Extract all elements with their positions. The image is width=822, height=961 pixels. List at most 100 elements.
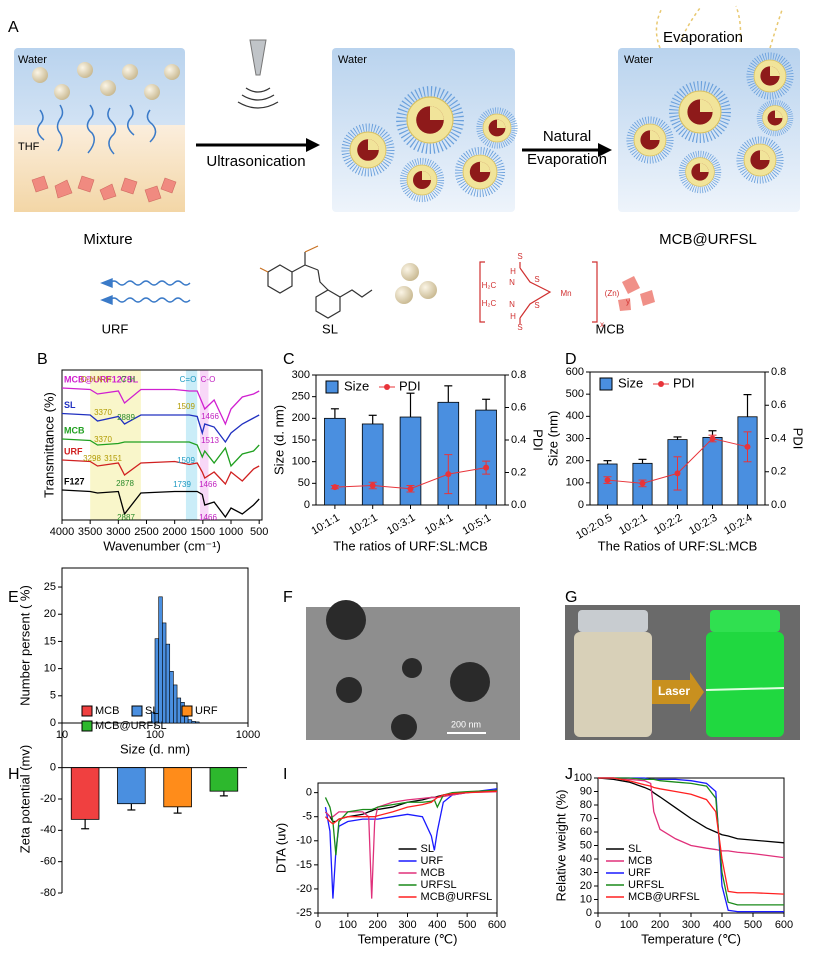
x-axis-label: Temperature (℃) (641, 931, 741, 946)
y2-tick-label: 0.0 (771, 499, 786, 511)
series-label: F127 (64, 476, 85, 486)
legend-label: URF (421, 855, 444, 867)
ultrasonication-label: Ultrasonication (206, 153, 305, 170)
histogram-bar (169, 671, 174, 724)
nanoparticles (326, 600, 490, 740)
x-tick-label: 100 (146, 729, 164, 741)
bar (163, 767, 192, 808)
series-line (61, 412, 260, 444)
series-line (324, 789, 498, 856)
evaporation-top-label: Evaporation (663, 29, 743, 46)
y-tick-label: -15 (296, 859, 312, 871)
structure-label: S (534, 301, 539, 310)
sl-structure (259, 245, 373, 319)
y2-tick-label: 0.2 (771, 466, 786, 478)
pdi-point (639, 480, 646, 487)
water-label: Water (338, 54, 367, 66)
spheres (32, 62, 180, 100)
histogram-bar (158, 596, 163, 724)
y2-tick-label: 0.6 (771, 399, 786, 411)
y-tick-label: 50 (580, 839, 592, 851)
peak-label: 1739 (173, 480, 191, 489)
x-tick-label: 1000 (236, 729, 260, 741)
peak-label: 1509 (177, 402, 195, 411)
histogram-bar (187, 719, 193, 724)
y-tick-label: -40 (40, 824, 56, 836)
laser-beam (705, 687, 785, 691)
x-tick-label: 200 (368, 919, 386, 931)
x-tick-label: 0 (315, 919, 321, 931)
bar (324, 417, 346, 506)
y2-axis-label: PDI (531, 429, 546, 451)
structure-label: x (600, 320, 604, 329)
arrow (196, 138, 320, 152)
structure-label: H₂C (482, 281, 497, 290)
x-tick-label: 10:2:4 (722, 512, 754, 538)
structure-label: (Zn) (605, 289, 620, 298)
structure-label: S (517, 323, 522, 332)
y-tick-label: 90 (580, 785, 592, 797)
urf-chains (37, 104, 157, 155)
sl-spheres (395, 263, 437, 304)
mixture-label: Mixture (83, 231, 132, 248)
y-tick-label: -5 (302, 811, 312, 823)
pdi-point (674, 470, 681, 477)
y-tick-label: 10 (580, 893, 592, 905)
y-tick-label: 300 (292, 369, 310, 381)
structure-label: Mn (560, 289, 571, 298)
histogram-bar (195, 721, 200, 724)
legend-label: URFSL (421, 879, 457, 891)
histogram-bar (173, 684, 178, 724)
x-tick-label: 10:2:1 (347, 512, 379, 538)
x-tick-label: 10:2:2 (652, 512, 684, 538)
arrow (522, 143, 612, 157)
y2-tick-label: 0.2 (511, 466, 526, 478)
panel-label: H (8, 766, 20, 783)
panel-label: F (283, 589, 293, 606)
vial-glow (706, 632, 784, 737)
histogram-bar (165, 643, 171, 724)
panel-label: C (283, 351, 295, 368)
series-line (324, 790, 498, 825)
peak-label: 3298 (83, 454, 101, 463)
pdi-point (369, 482, 376, 489)
series-label: URF (64, 446, 83, 456)
structure-label: N (509, 278, 515, 287)
y-tick-label: 200 (292, 412, 310, 424)
laser-arrow (652, 672, 704, 712)
x-tick-label: 200 (651, 919, 669, 931)
x-tick-label: 100 (620, 919, 638, 931)
structure-label: S (517, 252, 522, 261)
series-line (324, 791, 498, 899)
y2-tick-label: 0.8 (511, 369, 526, 381)
pdi-point (483, 464, 490, 471)
x-tick-label: 500 (458, 919, 476, 931)
vial-cap (710, 610, 780, 632)
peak-label: 1466 (201, 412, 219, 421)
x-tick-label: 10:2:1 (617, 512, 649, 538)
mcb-crystals-icon (618, 276, 655, 311)
peak-label: C-H (121, 375, 135, 384)
series-label: MCB (64, 425, 85, 435)
peak-label: C-O (201, 375, 216, 384)
series-label: SL (64, 400, 76, 410)
y-tick-label: 200 (566, 455, 584, 467)
histogram-bar (184, 716, 189, 724)
laser-label: Laser (658, 684, 690, 698)
pdi-point (744, 443, 751, 450)
legend-label: MCB@URFSL (628, 891, 700, 903)
bar (361, 423, 384, 506)
y2-axis-label: PDI (791, 428, 806, 450)
component-label: URF (102, 321, 129, 336)
structure-label: N (509, 300, 515, 309)
pdi-point (331, 484, 338, 491)
peak-label: 1466 (199, 513, 217, 522)
histogram-bar (162, 622, 167, 724)
x-tick-label: 600 (775, 919, 793, 931)
legend-label: PDI (399, 378, 421, 393)
y2-tick-label: 0.4 (511, 434, 526, 446)
x-axis-label: Wavenumber (cm⁻¹) (103, 538, 221, 553)
y-tick-label: 250 (292, 391, 310, 403)
structure-label: y (626, 297, 630, 306)
